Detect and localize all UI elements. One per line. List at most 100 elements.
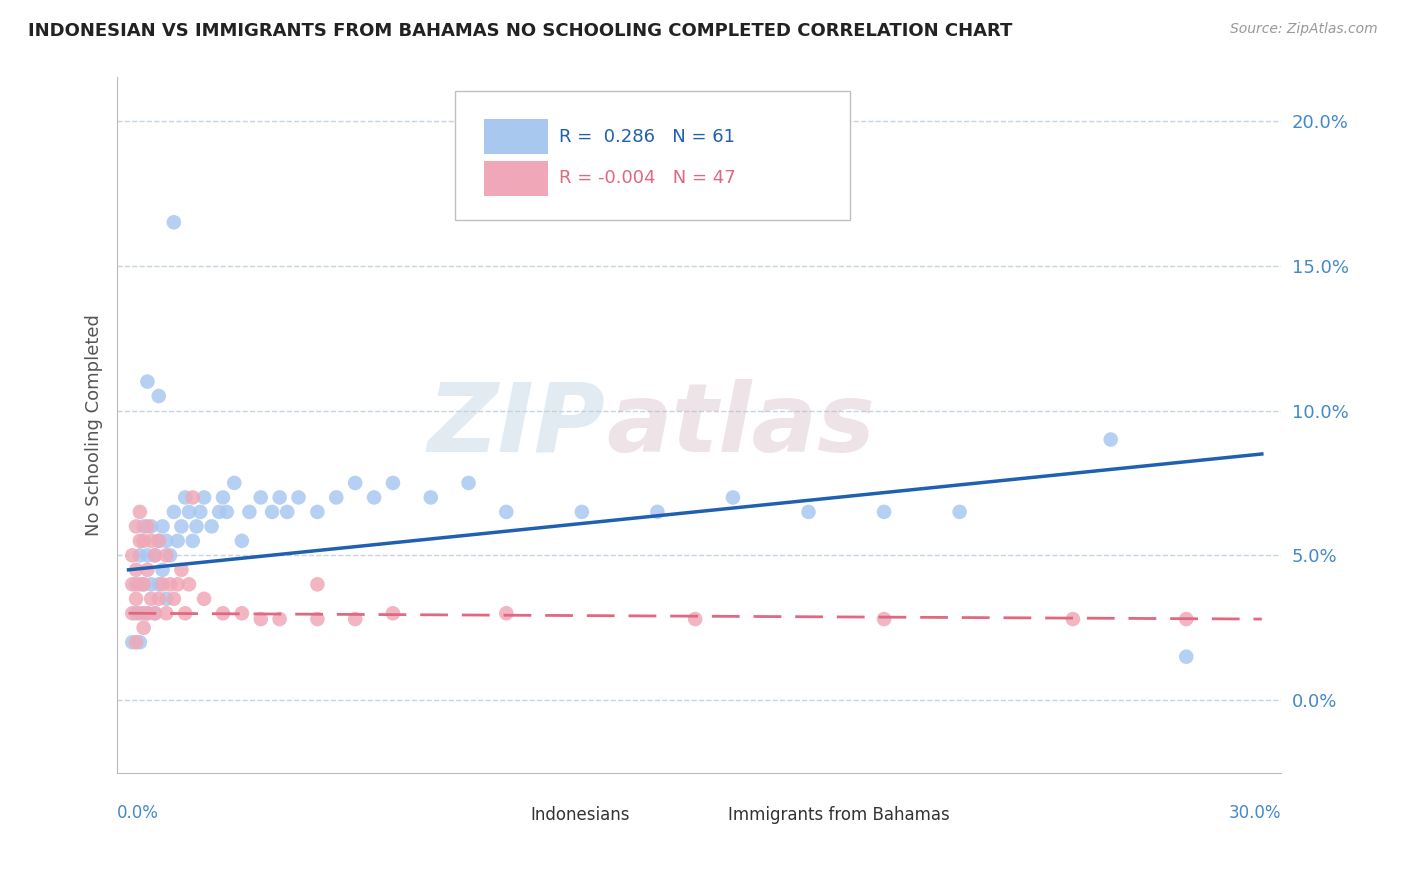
Point xyxy=(159,549,181,563)
Point xyxy=(132,577,155,591)
Point xyxy=(141,591,163,606)
Point xyxy=(344,612,367,626)
Point xyxy=(797,505,820,519)
Point xyxy=(231,607,253,621)
Point xyxy=(136,607,159,621)
Point xyxy=(121,549,143,563)
Point xyxy=(307,505,329,519)
Point xyxy=(381,475,404,490)
Point xyxy=(152,563,174,577)
Point xyxy=(381,607,404,621)
Point xyxy=(457,475,479,490)
Point xyxy=(148,577,170,591)
Point xyxy=(231,533,253,548)
Point xyxy=(159,577,181,591)
Point xyxy=(152,519,174,533)
Point xyxy=(152,577,174,591)
Point xyxy=(143,607,166,621)
Point xyxy=(155,533,177,548)
Point xyxy=(170,563,193,577)
Point xyxy=(143,607,166,621)
Point xyxy=(128,505,150,519)
Point xyxy=(125,577,148,591)
Point xyxy=(125,607,148,621)
Point xyxy=(148,533,170,548)
Point xyxy=(495,505,517,519)
Point xyxy=(1099,433,1122,447)
Point xyxy=(121,577,143,591)
Point xyxy=(128,577,150,591)
Text: Immigrants from Bahamas: Immigrants from Bahamas xyxy=(728,806,950,824)
Text: Indonesians: Indonesians xyxy=(530,806,630,824)
Point xyxy=(721,491,744,505)
FancyBboxPatch shape xyxy=(484,161,548,195)
Point xyxy=(132,577,155,591)
Point xyxy=(949,505,972,519)
Point xyxy=(170,519,193,533)
Point xyxy=(166,533,188,548)
Point xyxy=(121,635,143,649)
Point xyxy=(1175,612,1198,626)
Point xyxy=(212,491,235,505)
Point xyxy=(212,607,235,621)
Point xyxy=(1062,612,1084,626)
Point xyxy=(166,577,188,591)
Text: Source: ZipAtlas.com: Source: ZipAtlas.com xyxy=(1230,22,1378,37)
Point xyxy=(174,491,197,505)
Point xyxy=(208,505,231,519)
Point xyxy=(186,519,208,533)
Point xyxy=(181,533,204,548)
Point xyxy=(163,215,186,229)
Point xyxy=(128,635,150,649)
Text: R = -0.004   N = 47: R = -0.004 N = 47 xyxy=(560,169,737,187)
Point xyxy=(177,505,200,519)
Text: 30.0%: 30.0% xyxy=(1229,804,1281,822)
Point xyxy=(132,533,155,548)
Point xyxy=(125,591,148,606)
Point xyxy=(132,621,155,635)
Text: 0.0%: 0.0% xyxy=(117,804,159,822)
Point xyxy=(128,607,150,621)
Text: atlas: atlas xyxy=(606,378,875,472)
FancyBboxPatch shape xyxy=(454,91,851,220)
Point xyxy=(193,591,215,606)
Y-axis label: No Schooling Completed: No Schooling Completed xyxy=(86,314,103,536)
Point xyxy=(193,491,215,505)
Point xyxy=(155,607,177,621)
Point xyxy=(1175,649,1198,664)
Point xyxy=(136,375,159,389)
FancyBboxPatch shape xyxy=(489,805,522,825)
Point xyxy=(132,607,155,621)
Text: ZIP: ZIP xyxy=(427,378,606,472)
Point xyxy=(136,519,159,533)
Point xyxy=(307,577,329,591)
Point xyxy=(143,549,166,563)
Point xyxy=(307,612,329,626)
Point xyxy=(141,577,163,591)
Point xyxy=(647,505,669,519)
Point xyxy=(141,519,163,533)
Point xyxy=(148,533,170,548)
Point xyxy=(163,591,186,606)
Text: R =  0.286   N = 61: R = 0.286 N = 61 xyxy=(560,128,735,145)
Point xyxy=(249,491,271,505)
Point xyxy=(132,519,155,533)
Point xyxy=(571,505,593,519)
Point xyxy=(344,475,367,490)
Point xyxy=(125,519,148,533)
Point xyxy=(683,612,706,626)
Point xyxy=(269,491,291,505)
Point xyxy=(238,505,260,519)
Point xyxy=(174,607,197,621)
Point xyxy=(269,612,291,626)
Point xyxy=(136,563,159,577)
Point xyxy=(155,591,177,606)
Point xyxy=(201,519,224,533)
Point xyxy=(873,505,896,519)
Point xyxy=(128,533,150,548)
Point xyxy=(128,549,150,563)
Point xyxy=(177,577,200,591)
Point xyxy=(495,607,517,621)
Point xyxy=(325,491,347,505)
Point xyxy=(224,475,246,490)
